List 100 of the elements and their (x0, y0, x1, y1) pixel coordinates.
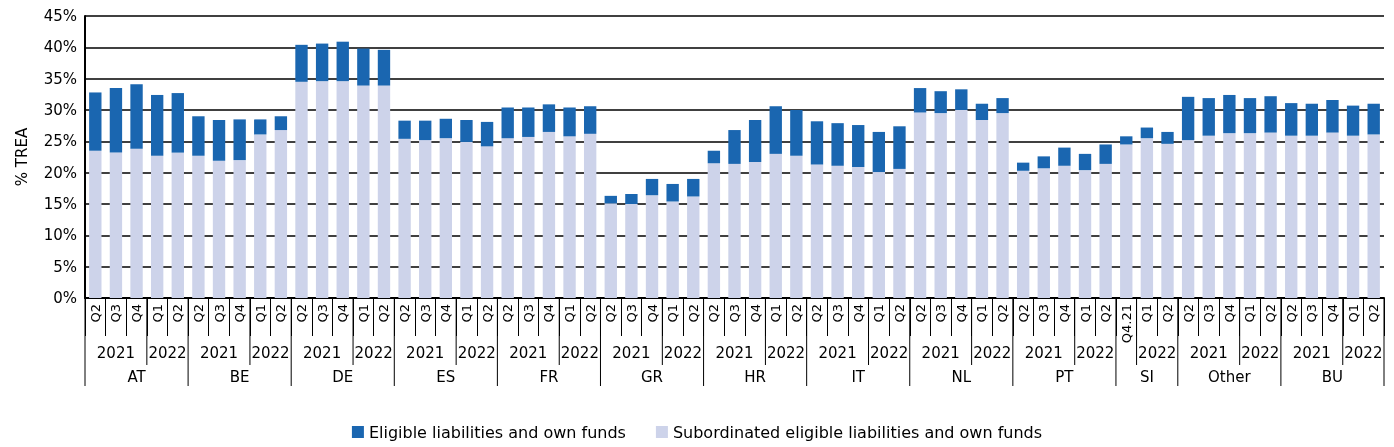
x-tick-label: Q4 (335, 304, 351, 323)
text: Other (1208, 367, 1252, 386)
x-tick-label: Q2 (273, 304, 289, 323)
legend-label: Subordinated eligible liabilities and own funds (672, 422, 1043, 442)
bar (1305, 103, 1319, 136)
bar (996, 98, 1009, 114)
bar (913, 88, 927, 113)
bar (728, 130, 741, 164)
text: 2022 (1138, 343, 1177, 362)
x-tick-label: Q1 (871, 304, 887, 323)
y-tick-label: 40% (43, 38, 77, 57)
x-tick-label: Q4 (953, 304, 969, 323)
x-tick-label: Q3 (830, 304, 846, 323)
x-tick-label: Q4 (1324, 304, 1340, 323)
x-tick-label: Q4.21 (1118, 304, 1134, 344)
text: AT (127, 367, 147, 386)
bar (1264, 132, 1277, 298)
text: 2022 (148, 343, 187, 362)
bar (687, 196, 700, 298)
x-tick-label: Q1 (768, 304, 784, 323)
x-tick-label: Q2 (190, 304, 206, 323)
x-tick-label: Q3 (727, 304, 742, 323)
bar (89, 150, 102, 298)
bar (1326, 132, 1339, 298)
bar (563, 136, 576, 298)
bar (604, 195, 617, 204)
bar (419, 120, 432, 141)
x-tick-label: Q2 (1366, 304, 1382, 323)
x-tick-label: Q1 (355, 304, 371, 323)
x-tick-label: Q2 (294, 304, 309, 323)
bar (212, 160, 226, 298)
text: 2022 (870, 343, 909, 362)
x-tick-label: Q2 (809, 304, 825, 323)
bar (1181, 96, 1195, 141)
bar (1305, 135, 1319, 298)
text: BU (1321, 367, 1344, 386)
x-tick-label: Q2 (376, 304, 392, 323)
bar (192, 116, 205, 156)
x-tick-label: Q3 (623, 304, 639, 323)
bar (542, 131, 556, 298)
bar (1058, 147, 1071, 166)
bar (150, 94, 164, 156)
bar (934, 91, 947, 114)
x-tick-label: Q4 (850, 304, 866, 323)
text: HR (744, 367, 766, 386)
bar (852, 167, 865, 298)
text: 2022 (1076, 343, 1115, 362)
x-tick-label: Q2 (397, 304, 413, 323)
bar (1181, 140, 1195, 298)
bar (975, 103, 989, 121)
legend-label: Eligible liabilities and own funds (368, 422, 626, 442)
x-tick-label: Q3 (314, 304, 330, 323)
x-tick-label: Q2 (912, 304, 928, 323)
bar (192, 155, 205, 298)
x-tick-label: Q4 (747, 304, 763, 323)
text: 2021 (1189, 343, 1228, 362)
x-tick-label: Q3 (417, 304, 433, 323)
text: NL (951, 367, 972, 386)
bar (583, 106, 597, 134)
text: 2022 (973, 343, 1012, 362)
text: 2021 (96, 343, 136, 362)
bar (1223, 133, 1236, 298)
x-tick-label: Q4 (438, 304, 454, 323)
bar (480, 121, 494, 147)
bar (810, 164, 824, 298)
bar (625, 204, 638, 298)
y-tick-label: 15% (43, 195, 77, 213)
bar (1120, 136, 1133, 145)
bar (1037, 156, 1050, 169)
text: 2022 (1241, 343, 1280, 362)
text: 2022 (1344, 343, 1383, 362)
x-tick-label: Q3 (1201, 304, 1217, 323)
x-tick-label: Q1 (665, 304, 681, 323)
bar (233, 160, 246, 298)
x-tick-label: Q1 (1139, 304, 1155, 323)
text: BE (229, 367, 250, 386)
bar (89, 92, 102, 151)
bar (357, 48, 370, 86)
bar (1264, 96, 1277, 133)
bar (1161, 131, 1174, 144)
bar (707, 163, 721, 298)
bar (1367, 134, 1380, 298)
bar (501, 138, 514, 298)
bar (295, 44, 308, 82)
bar (150, 155, 164, 298)
bar (1016, 162, 1030, 171)
bar (1140, 127, 1154, 139)
x-tick-label: Q2 (479, 304, 495, 323)
bar (522, 107, 535, 137)
x-tick-label: Q4 (129, 304, 145, 323)
x-tick-label: Q2 (1015, 304, 1031, 323)
y-tick-label: 20% (43, 163, 77, 182)
y-tick-label: 45% (43, 7, 77, 25)
bar (460, 120, 473, 142)
bar (913, 112, 927, 298)
bar (1223, 94, 1236, 134)
text: 2022 (560, 343, 599, 362)
bar (769, 106, 782, 154)
bar (625, 193, 638, 204)
bar (996, 113, 1009, 298)
